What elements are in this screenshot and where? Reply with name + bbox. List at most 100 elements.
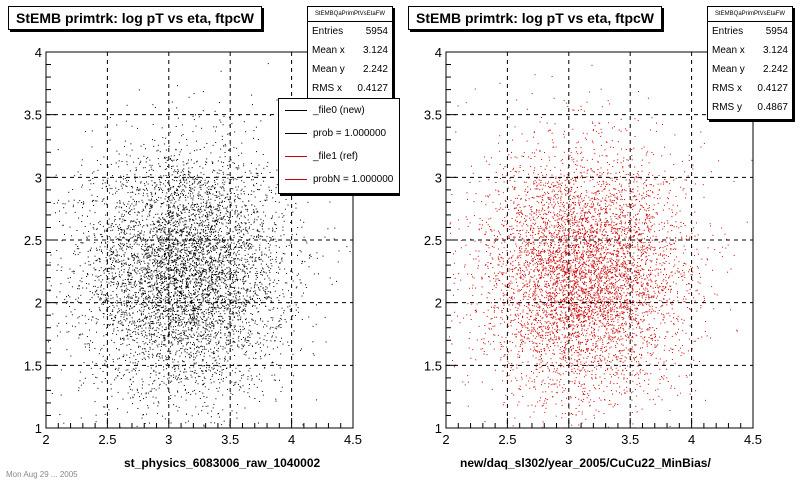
scatter-point: [189, 329, 191, 331]
scatter-point: [190, 204, 192, 206]
scatter-point: [207, 281, 209, 283]
scatter-point: [228, 299, 230, 301]
scatter-point: [227, 326, 229, 328]
scatter-point: [142, 271, 144, 273]
scatter-point: [214, 249, 216, 251]
scatter-point: [186, 279, 187, 281]
scatter-point: [184, 251, 186, 253]
scatter-point: [152, 263, 153, 265]
scatter-point: [246, 268, 248, 270]
scatter-point: [140, 240, 142, 242]
scatter-point: [174, 270, 176, 272]
scatter-point: [240, 215, 242, 217]
scatter-point: [128, 267, 130, 269]
scatter-point: [156, 268, 158, 270]
scatter-point: [90, 247, 92, 249]
scatter-point: [211, 226, 212, 227]
scatter-point: [300, 349, 301, 351]
scatter-point: [199, 276, 201, 277]
scatter-point: [190, 251, 192, 253]
scatter-point: [210, 378, 212, 380]
scatter-point: [223, 207, 225, 209]
scatter-point: [180, 242, 182, 244]
scatter-point: [139, 188, 141, 190]
scatter-point: [279, 317, 281, 319]
scatter-point: [228, 245, 229, 247]
scatter-point: [220, 279, 222, 281]
scatter-point: [157, 274, 159, 275]
scatter-point: [147, 176, 149, 178]
scatter-point: [232, 188, 234, 190]
scatter-point: [184, 351, 186, 353]
scatter-point: [181, 323, 183, 325]
scatter-point: [187, 336, 189, 337]
scatter-point: [139, 272, 141, 274]
scatter-point: [230, 299, 232, 301]
scatter-point: [172, 160, 173, 162]
scatter-point: [188, 96, 190, 98]
scatter-point: [187, 235, 188, 237]
scatter-point: [193, 179, 195, 181]
scatter-point: [135, 367, 137, 369]
scatter-point: [125, 210, 127, 212]
scatter-point: [179, 300, 181, 302]
scatter-point: [179, 220, 181, 222]
scatter-point: [247, 244, 249, 246]
scatter-point: [78, 288, 80, 290]
scatter-point: [147, 269, 149, 271]
scatter-point: [158, 384, 160, 386]
scatter-point: [228, 294, 230, 296]
scatter-point: [188, 266, 190, 268]
scatter-point: [285, 199, 287, 200]
scatter-point: [182, 310, 184, 312]
scatter-point: [192, 188, 194, 190]
scatter-point: [210, 249, 212, 251]
scatter-point: [138, 257, 140, 259]
scatter-point: [197, 223, 198, 224]
scatter-point: [173, 217, 175, 219]
scatter-point: [177, 319, 179, 321]
scatter-point: [156, 288, 158, 290]
scatter-point: [256, 284, 258, 286]
scatter-point: [112, 333, 114, 335]
scatter-point: [213, 365, 215, 367]
scatter-point: [202, 225, 204, 227]
scatter-point: [136, 389, 138, 391]
scatter-point: [170, 309, 172, 311]
scatter-point: [197, 327, 199, 329]
scatter-point: [100, 251, 102, 252]
scatter-point: [222, 348, 224, 350]
scatter-point: [251, 319, 253, 321]
scatter-point: [209, 312, 211, 313]
scatter-point: [183, 298, 185, 300]
scatter-point: [178, 199, 180, 201]
scatter-point: [167, 336, 169, 338]
scatter-point: [176, 232, 178, 234]
scatter-point: [119, 261, 121, 262]
scatter-point: [154, 182, 156, 184]
scatter-point: [217, 300, 219, 302]
scatter-point: [218, 365, 220, 367]
scatter-point: [136, 255, 138, 257]
scatter-point: [177, 343, 179, 345]
scatter-point: [191, 167, 193, 169]
scatter-point: [48, 341, 49, 343]
scatter-point: [209, 188, 211, 190]
scatter-point: [192, 247, 194, 248]
scatter-point: [107, 241, 109, 243]
scatter-point: [158, 163, 160, 165]
scatter-point: [204, 192, 206, 194]
scatter-point: [210, 211, 212, 213]
scatter-point: [144, 276, 146, 278]
scatter-point: [82, 242, 84, 244]
scatter-point: [117, 312, 119, 314]
scatter-point: [79, 280, 81, 282]
scatter-point: [199, 209, 201, 211]
scatter-point: [225, 286, 226, 288]
scatter-point: [287, 341, 289, 343]
scatter-point: [135, 204, 137, 206]
scatter-point: [227, 198, 229, 200]
scatter-point: [171, 269, 173, 271]
scatter-point: [257, 229, 259, 231]
scatter-point: [214, 294, 216, 296]
